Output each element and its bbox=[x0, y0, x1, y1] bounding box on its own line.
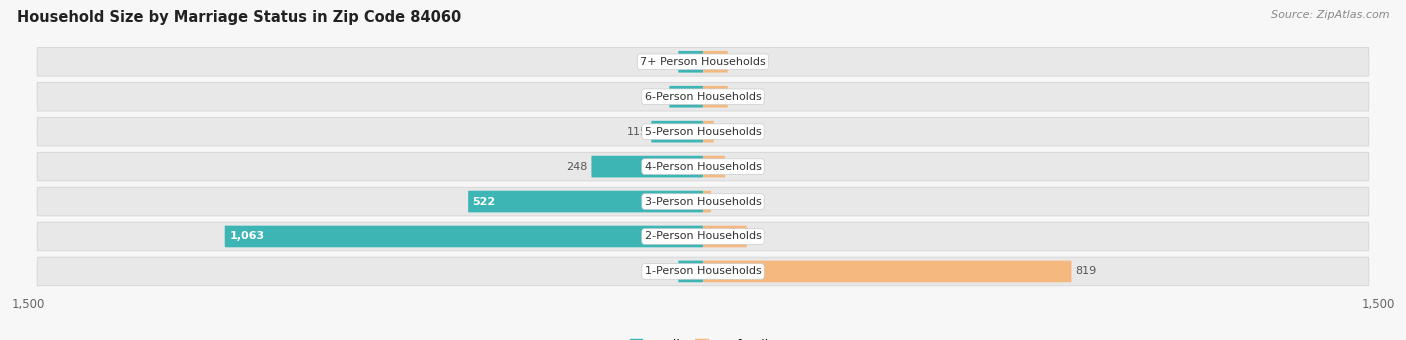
Text: 24: 24 bbox=[717, 127, 731, 137]
Text: 0: 0 bbox=[668, 267, 675, 276]
FancyBboxPatch shape bbox=[592, 156, 703, 177]
FancyBboxPatch shape bbox=[678, 51, 703, 73]
Text: 49: 49 bbox=[728, 162, 742, 172]
Text: 6-Person Households: 6-Person Households bbox=[644, 92, 762, 102]
FancyBboxPatch shape bbox=[669, 86, 703, 107]
Text: 0: 0 bbox=[731, 92, 738, 102]
Text: 0: 0 bbox=[668, 57, 675, 67]
Text: 115: 115 bbox=[627, 127, 648, 137]
Text: 2-Person Households: 2-Person Households bbox=[644, 232, 762, 241]
FancyBboxPatch shape bbox=[703, 51, 728, 73]
Text: 75: 75 bbox=[651, 92, 665, 102]
Text: 1-Person Households: 1-Person Households bbox=[644, 267, 762, 276]
FancyBboxPatch shape bbox=[37, 187, 1369, 216]
Text: 3-Person Households: 3-Person Households bbox=[644, 197, 762, 206]
FancyBboxPatch shape bbox=[37, 48, 1369, 76]
FancyBboxPatch shape bbox=[37, 222, 1369, 251]
FancyBboxPatch shape bbox=[703, 260, 1071, 282]
Text: 0: 0 bbox=[731, 57, 738, 67]
FancyBboxPatch shape bbox=[37, 117, 1369, 146]
FancyBboxPatch shape bbox=[37, 257, 1369, 286]
FancyBboxPatch shape bbox=[225, 226, 703, 247]
Text: 5-Person Households: 5-Person Households bbox=[644, 127, 762, 137]
Text: 522: 522 bbox=[472, 197, 496, 206]
FancyBboxPatch shape bbox=[651, 121, 703, 142]
Text: Source: ZipAtlas.com: Source: ZipAtlas.com bbox=[1271, 10, 1389, 20]
Text: 18: 18 bbox=[714, 197, 728, 206]
Text: 4-Person Households: 4-Person Households bbox=[644, 162, 762, 172]
FancyBboxPatch shape bbox=[703, 191, 711, 212]
Legend: Family, Nonfamily: Family, Nonfamily bbox=[624, 334, 782, 340]
Text: 1,063: 1,063 bbox=[229, 232, 264, 241]
FancyBboxPatch shape bbox=[468, 191, 703, 212]
Text: 97: 97 bbox=[751, 232, 765, 241]
FancyBboxPatch shape bbox=[37, 152, 1369, 181]
Text: 248: 248 bbox=[567, 162, 588, 172]
FancyBboxPatch shape bbox=[678, 260, 703, 282]
Text: 819: 819 bbox=[1076, 267, 1097, 276]
FancyBboxPatch shape bbox=[703, 156, 725, 177]
FancyBboxPatch shape bbox=[703, 86, 728, 107]
FancyBboxPatch shape bbox=[37, 82, 1369, 111]
FancyBboxPatch shape bbox=[703, 226, 747, 247]
FancyBboxPatch shape bbox=[703, 121, 714, 142]
Text: Household Size by Marriage Status in Zip Code 84060: Household Size by Marriage Status in Zip… bbox=[17, 10, 461, 25]
Text: 7+ Person Households: 7+ Person Households bbox=[640, 57, 766, 67]
